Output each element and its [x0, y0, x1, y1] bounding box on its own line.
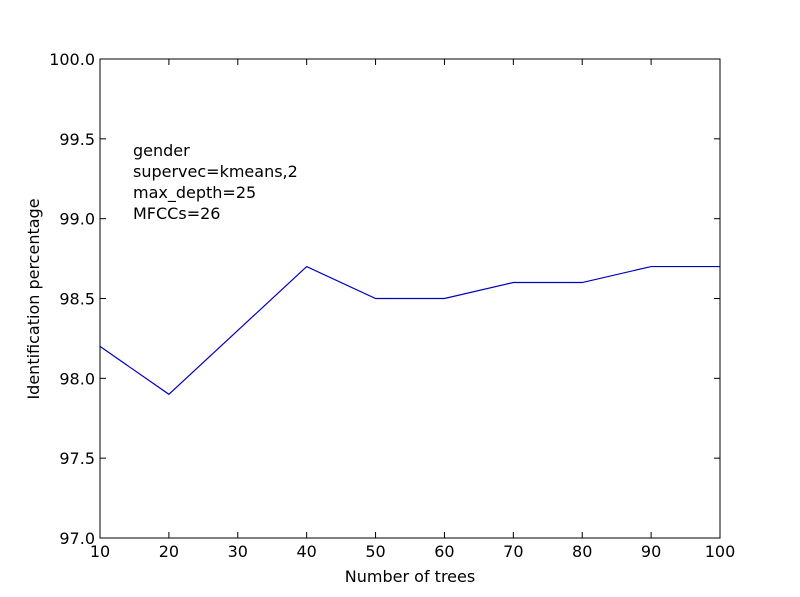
x-tick-label: 100	[705, 542, 736, 561]
x-tick-label: 20	[159, 542, 179, 561]
y-tick-label: 100.0	[49, 50, 95, 69]
annotation-max-depth: max_depth=25	[133, 183, 256, 203]
series-line	[99, 265, 720, 396]
ticks-layer	[99, 58, 721, 539]
annotation-gender: gender	[133, 141, 190, 160]
y-axis-label: Identification percentage	[24, 198, 43, 399]
x-tick-label: 70	[503, 542, 523, 561]
x-tick-label: 90	[641, 542, 661, 561]
annotation-supervec: supervec=kmeans,2	[133, 162, 298, 181]
y-tick-label: 98.0	[59, 369, 95, 388]
plot-frame	[99, 58, 721, 539]
x-axis-label: Number of trees	[345, 567, 475, 586]
data-layer	[99, 265, 720, 396]
labels-layer: 10 20 30 40 50 60 70 80 90 100 97.0 97.5 98.0 98.5 99.…	[49, 50, 735, 561]
x-tick-label: 80	[572, 542, 592, 561]
x-tick-label: 50	[365, 542, 385, 561]
x-tick-label: 10	[90, 542, 110, 561]
y-tick-label: 97.5	[59, 449, 95, 468]
annotation-mfccs: MFCCs=26	[133, 204, 220, 223]
y-tick-label: 99.5	[59, 130, 95, 149]
y-tick-label: 98.5	[59, 290, 95, 309]
y-tick-label: 97.0	[59, 529, 95, 548]
annotation-block: gender supervec=kmeans,2 max_depth=25 MF…	[133, 141, 298, 223]
y-tick-label: 99.0	[59, 210, 95, 229]
x-tick-label: 40	[296, 542, 316, 561]
x-tick-label: 60	[434, 542, 454, 561]
x-tick-label: 30	[228, 542, 248, 561]
